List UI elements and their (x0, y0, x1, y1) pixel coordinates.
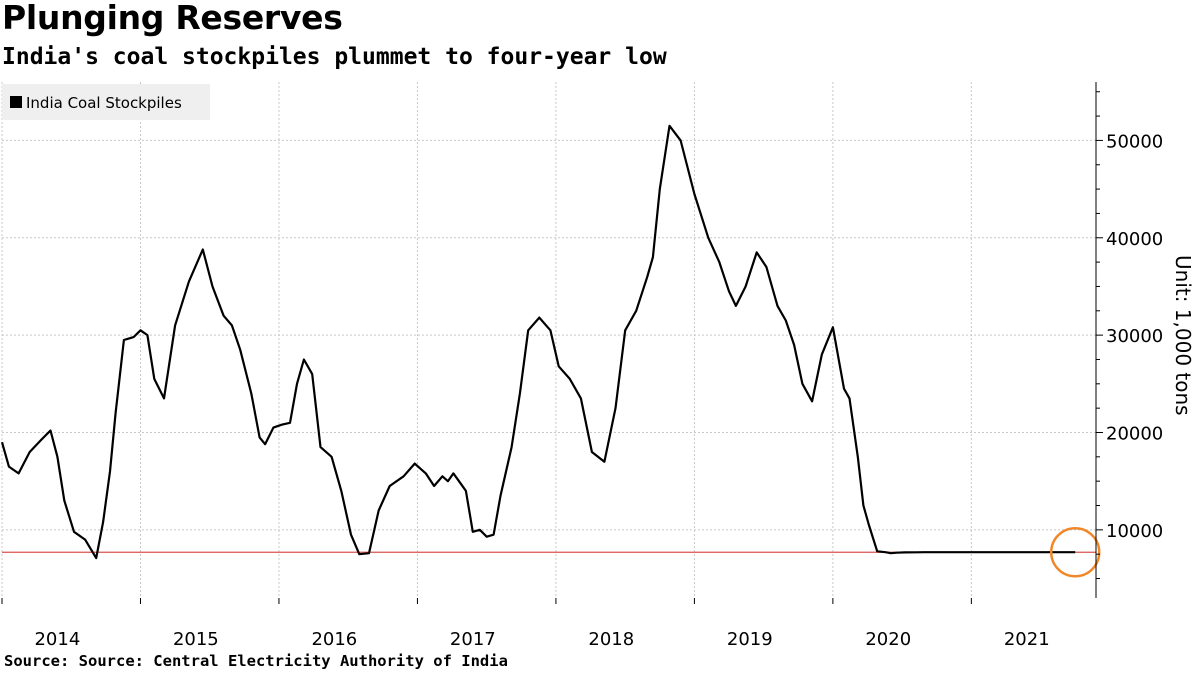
y-tick-label: 30000 (1106, 326, 1163, 347)
legend-background (2, 84, 210, 120)
legend-label-india-coal-stockpiles: India Coal Stockpiles (26, 94, 182, 112)
source-note: Source: Source: Central Electricity Auth… (4, 652, 508, 670)
gridlines (1, 82, 1096, 598)
legend: India Coal Stockpiles (2, 84, 210, 120)
x-tick-label: 2017 (450, 629, 496, 650)
x-tick-label: 2015 (173, 629, 219, 650)
y-tick-label: 40000 (1106, 229, 1163, 250)
chart-subtitle: India's coal stockpiles plummet to four-… (2, 44, 667, 70)
y-tick-label: 20000 (1106, 423, 1163, 444)
y-axis-unit-label: Unit: 1,000 tons (1171, 255, 1195, 416)
x-tick-label: 2016 (311, 629, 357, 650)
x-tick-label: 2018 (588, 629, 634, 650)
chart-title: Plunging Reserves (2, 0, 343, 37)
legend-swatch-india-coal-stockpiles (10, 96, 22, 108)
x-tick-label: 2020 (865, 629, 911, 650)
x-tick-label: 2021 (1004, 629, 1050, 650)
series-line-india-coal-stockpiles (0, 124, 1076, 560)
x-tick-label: 2014 (34, 629, 80, 650)
y-tick-label: 50000 (1106, 131, 1163, 152)
y-tick-label: 10000 (1106, 521, 1163, 542)
x-tick-label: 2019 (727, 629, 773, 650)
axes: 10000 20000 30000 40000 50000 2014 2015 2016 201… (1, 82, 1163, 650)
series-layer (0, 124, 1101, 578)
highlight-circle-latest-low (1049, 526, 1101, 578)
